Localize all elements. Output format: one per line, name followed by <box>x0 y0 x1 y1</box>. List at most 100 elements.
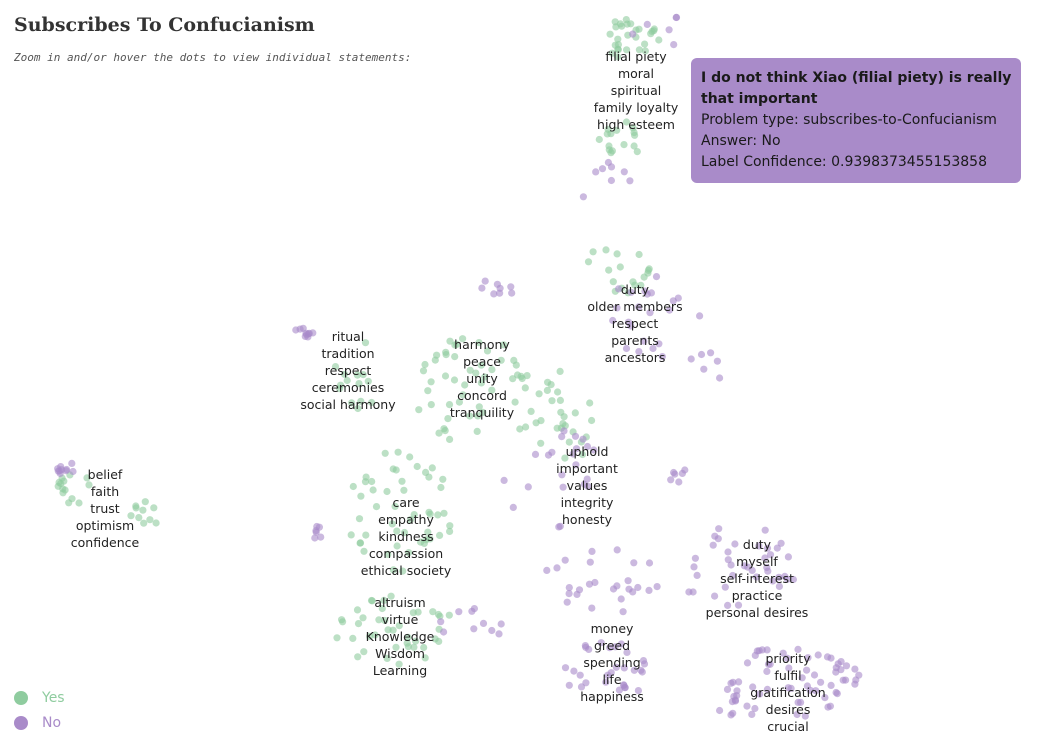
data-point-no[interactable] <box>839 676 847 684</box>
data-point-yes[interactable] <box>475 339 483 347</box>
data-point-yes[interactable] <box>629 124 637 132</box>
data-point-no[interactable] <box>714 535 722 543</box>
data-point-yes[interactable] <box>479 408 487 416</box>
data-point-yes[interactable] <box>589 248 597 256</box>
data-point-yes[interactable] <box>481 373 489 381</box>
data-point-no[interactable] <box>641 287 649 295</box>
data-point-yes[interactable] <box>355 380 363 388</box>
data-point-yes[interactable] <box>614 35 622 43</box>
data-point-no[interactable] <box>561 664 570 672</box>
data-point-no[interactable] <box>758 646 766 654</box>
data-point-no[interactable] <box>709 541 717 549</box>
data-point-yes[interactable] <box>459 391 467 399</box>
data-point-no[interactable] <box>833 690 841 698</box>
data-point-yes[interactable] <box>139 506 147 514</box>
data-point-yes[interactable] <box>426 535 434 543</box>
data-point-yes[interactable] <box>355 515 364 523</box>
data-point-no[interactable] <box>602 678 610 686</box>
data-point-no[interactable] <box>590 446 598 454</box>
data-point-yes[interactable] <box>419 367 428 375</box>
data-point-yes[interactable] <box>620 141 628 149</box>
data-point-yes[interactable] <box>647 30 655 38</box>
data-point-yes[interactable] <box>372 503 381 511</box>
data-point-no[interactable] <box>784 553 793 561</box>
data-point-yes[interactable] <box>347 531 355 539</box>
data-point-no[interactable] <box>734 601 743 609</box>
data-point-no[interactable] <box>507 283 515 291</box>
data-point-yes[interactable] <box>348 399 356 407</box>
data-point-yes[interactable] <box>85 481 93 489</box>
data-point-no[interactable] <box>627 288 635 296</box>
data-point-no[interactable] <box>855 671 863 679</box>
data-point-yes[interactable] <box>631 281 639 289</box>
data-point-no[interactable] <box>548 448 556 456</box>
data-point-no[interactable] <box>585 580 594 588</box>
data-point-no[interactable] <box>591 578 599 587</box>
data-point-no[interactable] <box>311 534 319 542</box>
data-point-yes[interactable] <box>349 634 357 643</box>
data-point-no[interactable] <box>617 595 625 603</box>
data-point-yes[interactable] <box>400 528 409 537</box>
data-point-no[interactable] <box>646 309 654 317</box>
data-point-no[interactable] <box>620 168 628 176</box>
data-point-yes[interactable] <box>445 611 453 619</box>
data-point-yes[interactable] <box>421 360 429 369</box>
data-point-yes[interactable] <box>359 371 367 379</box>
data-point-no[interactable] <box>810 671 819 679</box>
data-point-no[interactable] <box>624 577 632 585</box>
data-point-yes[interactable] <box>641 47 650 55</box>
data-point-no[interactable] <box>793 710 801 719</box>
data-point-yes[interactable] <box>510 356 518 364</box>
data-point-no[interactable] <box>743 702 751 710</box>
data-point-no[interactable] <box>665 306 674 314</box>
data-point-yes[interactable] <box>368 398 376 407</box>
data-point-no[interactable] <box>842 662 851 670</box>
data-point-yes[interactable] <box>645 265 653 273</box>
data-point-yes[interactable] <box>368 477 376 486</box>
data-point-no[interactable] <box>653 583 661 591</box>
data-point-yes[interactable] <box>616 263 624 271</box>
data-point-no[interactable] <box>735 678 743 686</box>
data-point-yes[interactable] <box>388 520 396 528</box>
data-point-yes[interactable] <box>420 643 428 652</box>
data-point-yes[interactable] <box>475 403 483 411</box>
data-point-no[interactable] <box>588 604 596 612</box>
data-point-yes[interactable] <box>461 381 469 389</box>
data-point-no[interactable] <box>437 618 445 626</box>
data-point-no[interactable] <box>696 312 704 320</box>
data-point-no[interactable] <box>769 577 777 585</box>
data-point-no[interactable] <box>645 559 654 567</box>
data-point-yes[interactable] <box>393 527 401 535</box>
data-point-yes[interactable] <box>424 387 432 395</box>
data-point-no[interactable] <box>630 666 638 674</box>
data-point-yes[interactable] <box>407 516 415 524</box>
data-point-yes[interactable] <box>442 348 450 356</box>
data-point-yes[interactable] <box>343 376 351 385</box>
data-point-no[interactable] <box>640 660 649 668</box>
data-point-yes[interactable] <box>426 510 434 518</box>
data-point-no[interactable] <box>775 582 784 591</box>
data-point-no[interactable] <box>655 340 663 348</box>
data-point-yes[interactable] <box>444 415 452 423</box>
data-point-no[interactable] <box>658 353 667 361</box>
data-point-yes[interactable] <box>605 266 613 274</box>
data-point-no[interactable] <box>693 571 701 580</box>
data-point-yes[interactable] <box>404 633 412 641</box>
data-point-yes[interactable] <box>477 361 485 369</box>
data-point-no[interactable] <box>752 573 761 581</box>
data-point-no[interactable] <box>652 273 661 281</box>
data-point-no[interactable] <box>440 628 448 636</box>
data-point-no[interactable] <box>723 685 732 694</box>
data-point-no[interactable] <box>621 683 629 692</box>
data-point-yes[interactable] <box>398 477 406 485</box>
data-point-yes[interactable] <box>500 341 508 349</box>
data-point-no[interactable] <box>763 544 772 552</box>
data-point-yes[interactable] <box>523 372 531 380</box>
data-point-yes[interactable] <box>424 528 432 536</box>
data-point-no[interactable] <box>617 640 625 648</box>
data-point-no[interactable] <box>635 348 643 356</box>
data-point-no[interactable] <box>309 329 317 337</box>
data-point-yes[interactable] <box>331 363 340 371</box>
data-point-no[interactable] <box>794 698 802 707</box>
data-point-no[interactable] <box>697 350 706 359</box>
